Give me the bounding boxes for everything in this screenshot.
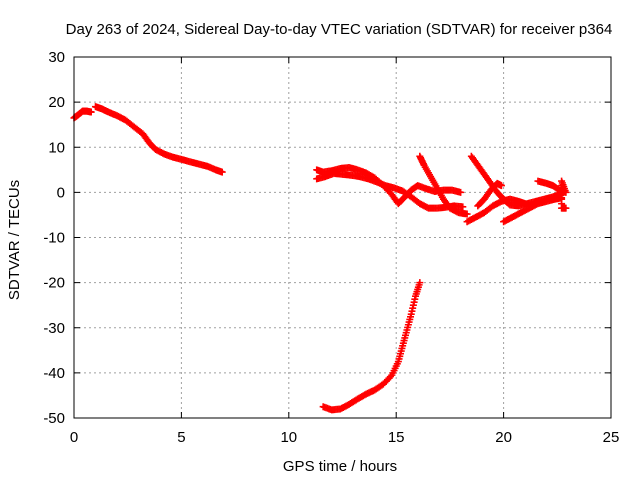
plot-frame: [73, 56, 612, 419]
y-tick-label: -50: [43, 410, 65, 427]
x-axis-ticks: 0 5 10 15 20 25: [70, 57, 620, 446]
data-point: [386, 373, 394, 381]
x-tick-label: 5: [177, 429, 185, 446]
data-point: [416, 279, 424, 287]
data-point: [87, 108, 95, 116]
series-arc-5: [416, 152, 471, 218]
x-tick-label: 10: [280, 429, 297, 446]
x-tick-label: 20: [495, 429, 512, 446]
y-tick-label: 10: [48, 139, 65, 156]
y-tick-label: -20: [43, 275, 65, 292]
y-tick-label: 30: [48, 49, 65, 66]
y-tick-label: -10: [43, 230, 65, 247]
series-arc-11: [319, 279, 424, 414]
y-tick-label: 20: [48, 94, 65, 111]
x-tick-label: 15: [388, 429, 405, 446]
data-point: [562, 204, 570, 212]
data-point: [497, 182, 505, 190]
y-axis-label: SDTVAR / TECUs: [6, 180, 23, 300]
data-points: [70, 103, 570, 414]
x-tick-label: 0: [70, 429, 78, 446]
chart-title: Day 263 of 2024, Sidereal Day-to-day VTE…: [66, 21, 613, 38]
x-tick-label: 25: [603, 429, 620, 446]
data-point: [218, 168, 226, 176]
x-axis-label: GPS time / hours: [283, 458, 397, 475]
data-point: [463, 210, 471, 218]
series-arc-7: [463, 195, 529, 226]
series-arc-4: [313, 169, 467, 212]
data-point: [459, 203, 467, 211]
series-arc-8: [474, 179, 505, 210]
series-arc-1: [70, 107, 95, 122]
y-tick-label: 0: [57, 184, 65, 201]
series-arc-2: [91, 103, 226, 176]
y-tick-label: -40: [43, 365, 65, 382]
data-point: [457, 188, 465, 196]
data-point: [521, 200, 529, 208]
y-axis-ticks: -50 -40 -30 -20 -10 0 10 20 30: [43, 49, 611, 427]
grid-lines: [74, 57, 611, 418]
series-arc-10: [534, 177, 570, 212]
y-tick-label: -30: [43, 320, 65, 337]
